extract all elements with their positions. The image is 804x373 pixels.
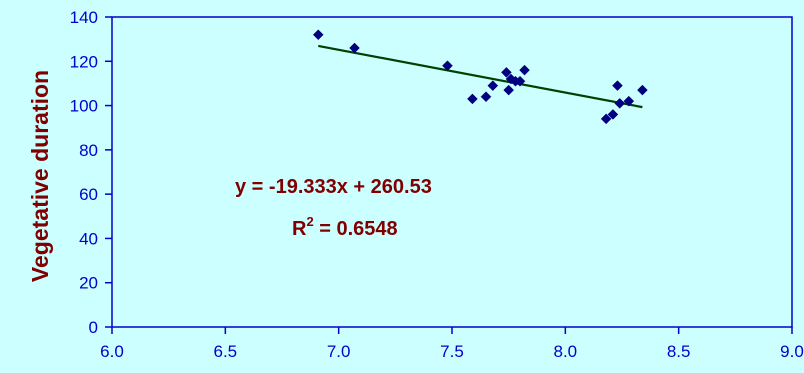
data-point (607, 109, 619, 120)
y-axis-label: Vegetative duration (27, 70, 53, 282)
r-squared-label: R2 = 0.6548 (292, 214, 398, 240)
data-point (623, 95, 635, 107)
trendline (318, 44, 643, 109)
data-point (467, 93, 478, 105)
x-tick-label: 7.0 (327, 342, 351, 361)
y-ticks: 0 20 40 60 80 100 120 140 (70, 8, 112, 337)
y-tick-label: 20 (79, 274, 98, 293)
data-point (612, 80, 623, 91)
data-points (312, 29, 648, 125)
y-tick-label: 0 (89, 318, 98, 337)
data-point (487, 80, 499, 91)
data-point (480, 91, 492, 103)
data-point (600, 113, 612, 125)
data-point (349, 42, 360, 54)
x-tick-label: 9.0 (780, 342, 804, 361)
x-tick-label: 6.0 (100, 342, 124, 361)
y-tick-label: 60 (79, 185, 98, 204)
data-point (312, 29, 324, 41)
x-tick-label: 7.5 (440, 342, 464, 361)
r-squared-value: = 0.6548 (314, 218, 398, 240)
y-tick-label: 40 (79, 229, 98, 248)
data-point (614, 98, 626, 109)
y-tick-label: 100 (70, 97, 98, 116)
trendline-group (318, 44, 643, 109)
data-point (637, 84, 648, 96)
data-point (442, 60, 453, 72)
axes (111, 16, 793, 328)
data-point (503, 84, 515, 96)
x-tick-label: 6.5 (214, 342, 238, 361)
y-tick-label: 120 (70, 52, 98, 71)
x-ticks: 6.0 6.5 7.0 7.5 8.0 8.5 9.0 (100, 327, 804, 361)
equation-label: y = -19.333x + 260.53 (235, 176, 432, 198)
y-tick-label: 140 (70, 8, 98, 27)
x-tick-label: 8.0 (554, 342, 578, 361)
data-point (514, 75, 526, 87)
data-point (519, 64, 530, 76)
r-squared-superscript: 2 (306, 214, 313, 229)
r-squared-symbol: R (292, 218, 307, 240)
x-tick-label: 8.5 (667, 342, 691, 361)
y-tick-label: 80 (79, 141, 98, 160)
plot-frame (111, 16, 793, 328)
data-point (501, 67, 512, 78)
